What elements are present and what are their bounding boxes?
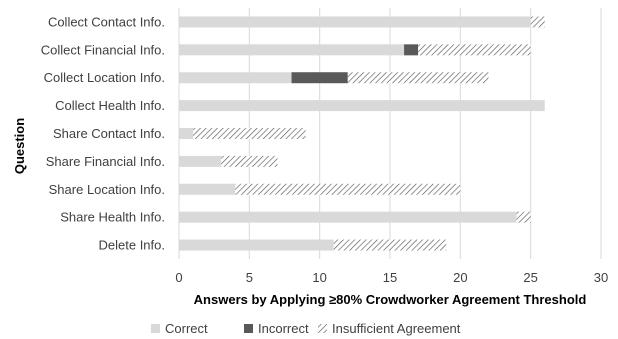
category-label: Share Location Info.: [49, 182, 165, 197]
bar-segment-insufficient-agreement: [333, 239, 447, 251]
bar-segment-insufficient-agreement: [530, 16, 545, 28]
bar-segment-insufficient-agreement: [347, 72, 489, 84]
bar-segment-correct: [179, 239, 334, 251]
y-axis-categories: Collect Contact Info. Collect Financial I…: [41, 14, 165, 252]
legend-label: Incorrect: [258, 321, 309, 336]
x-tick-label: 15: [383, 270, 397, 285]
bar-segment-insufficient-agreement: [221, 155, 278, 167]
x-tick-label: 5: [246, 270, 253, 285]
category-label: Collect Location Info.: [44, 70, 165, 85]
legend: Correct Incorrect Insufficient Agreement: [151, 321, 461, 336]
bar-segment-correct: [179, 183, 236, 195]
x-tick-label: 20: [453, 270, 467, 285]
legend-swatch: [318, 324, 327, 333]
bar-segment-correct: [179, 72, 292, 84]
bar-segment-correct: [179, 44, 405, 56]
bars: [179, 16, 545, 251]
bar-segment-correct: [179, 100, 545, 112]
x-tick-label: 0: [175, 270, 182, 285]
legend-swatch: [151, 324, 160, 333]
bar-segment-correct: [179, 211, 517, 223]
category-label: Share Financial Info.: [46, 154, 165, 169]
bar-segment-correct: [179, 155, 222, 167]
category-label: Share Contact Info.: [53, 126, 165, 141]
bar-segment-correct: [179, 128, 194, 139]
category-label: Collect Health Info.: [55, 98, 165, 113]
x-tick-label: 10: [312, 270, 326, 285]
bar-segment-insufficient-agreement: [235, 183, 461, 195]
legend-label: Correct: [165, 321, 208, 336]
legend-swatch: [244, 324, 253, 333]
category-label: Collect Financial Info.: [41, 42, 165, 57]
x-axis-title: Answers by Applying ≥80% Crowdworker Agr…: [194, 292, 587, 307]
bar-segment-insufficient-agreement: [516, 211, 531, 223]
x-tick-label: 25: [523, 270, 537, 285]
bar-segment-insufficient-agreement: [193, 128, 306, 139]
y-axis-title: Question: [12, 118, 27, 174]
category-label: Collect Contact Info.: [48, 14, 165, 29]
bar-segment-incorrect: [404, 44, 419, 56]
bar-segment-correct: [179, 16, 531, 28]
bar-segment-incorrect: [291, 72, 348, 84]
category-label: Share Health Info.: [60, 210, 165, 225]
category-label: Delete Info.: [99, 238, 166, 253]
legend-label: Insufficient Agreement: [332, 321, 461, 336]
x-axis-ticks: 0 5 10 15 20 25 30: [175, 270, 608, 285]
bar-segment-insufficient-agreement: [418, 44, 531, 56]
x-tick-label: 30: [594, 270, 608, 285]
